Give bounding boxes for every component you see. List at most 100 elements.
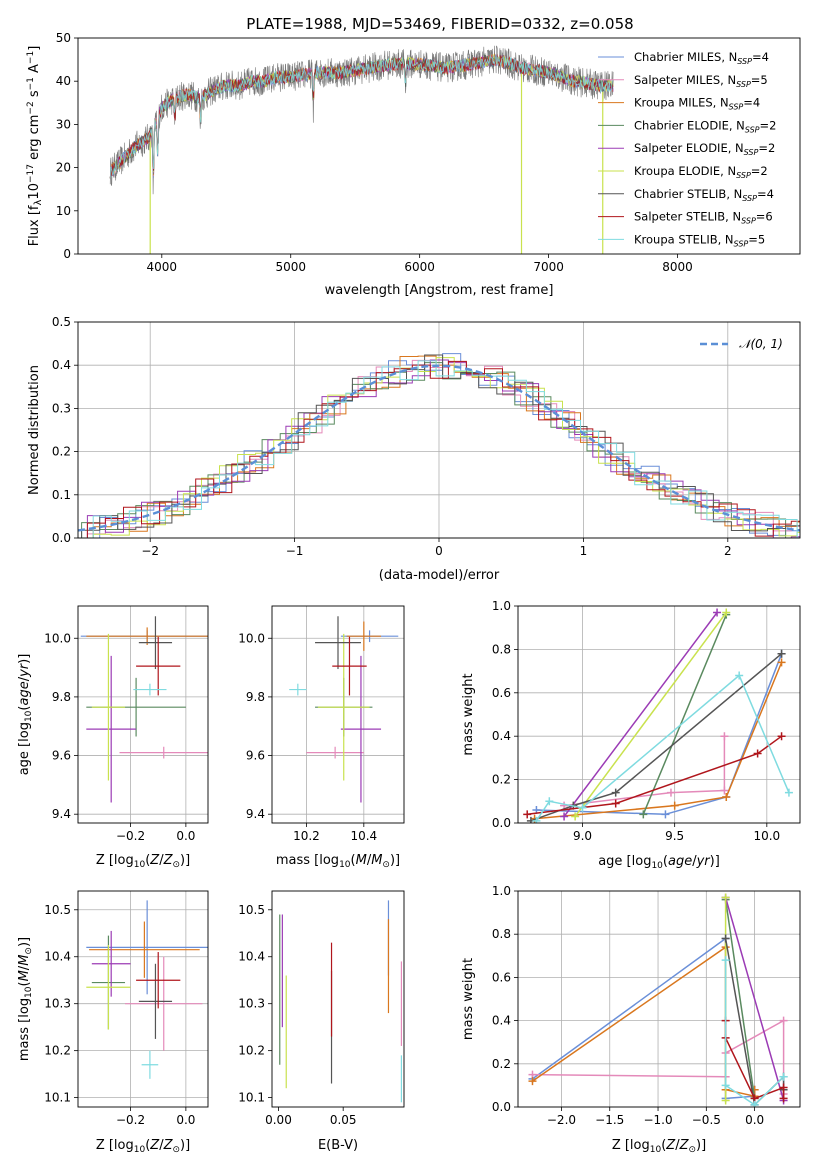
legend-label: Kroupa MILES, NSSP=4: [634, 96, 760, 112]
y-axis-label: Flux [fλ10−17 erg cm−2 s−1 A−1]: [26, 46, 44, 247]
weight-line-chabrier-stelib: [530, 653, 783, 822]
x-tick-label: 9.5: [665, 829, 684, 843]
weight-marker: [722, 608, 731, 617]
weight-marker: [753, 749, 762, 758]
weight-marker: [560, 812, 569, 821]
x-tick-label: 0.0: [176, 1113, 195, 1127]
weight-marker: [532, 816, 541, 823]
y-tick-label: 0.4: [492, 729, 511, 743]
x-axis-label: Z [log10(Z/Z⊙)]: [96, 853, 190, 870]
weight-line-salpeter-miles: [564, 736, 726, 807]
weight-line-salpeter-elodie: [563, 612, 718, 817]
spectrum-panel: 4000 5000 6000 7000 8000 0 10 20 30 40 50 wavelengt…: [26, 31, 801, 298]
residuals-panel: −2 −1 0 1 2 0.0 0.1 0.2 0.3 0.4 0.5 (data-model)/er…: [27, 315, 801, 583]
y-tick-label: 1.0: [492, 599, 511, 613]
x-tick-label: −1.0: [643, 1113, 672, 1127]
axes-frame: [271, 890, 405, 1108]
plot-area: [80, 616, 208, 803]
weight-marker: [721, 893, 730, 902]
y-tick-label: 10.2: [44, 1044, 71, 1058]
y-tick-label: 10.1: [238, 1091, 265, 1105]
model-line-chabrier-stelib: [109, 54, 614, 179]
y-tick-label: 9.8: [246, 690, 265, 704]
weights-vs-age-panel: 9.0 9.5 10.0 0.0 0.2 0.4 0.6 0.8 1.0 age [log10(a…: [461, 599, 801, 871]
y-tick-label: 1.0: [492, 884, 511, 898]
weight-marker: [779, 1016, 788, 1025]
x-tick-label: 0.00: [265, 1113, 292, 1127]
figure-title: PLATE=1988, MJD=53469, FIBERID=0332, z=0…: [246, 15, 633, 33]
x-tick-label: −2: [141, 544, 159, 558]
weights-vs-Z-panel: −2.0 −1.5 −1.0 −0.5 0.0 0.0 0.2 0.4 0.6 0.8 1.0 Z […: [461, 884, 801, 1155]
weight-line-kroupa-miles: [534, 662, 783, 820]
weight-marker: [670, 801, 679, 810]
y-tick-label: 10.2: [238, 1044, 265, 1058]
x-tick-label: −1: [286, 544, 304, 558]
legend-label: Salpeter MILES, NSSP=5: [634, 73, 768, 89]
weight-marker: [779, 1083, 788, 1092]
y-tick-label: 10.1: [44, 1091, 71, 1105]
weight-line-chabrier-elodie: [642, 614, 727, 815]
y-tick-label: 0.2: [492, 1057, 511, 1071]
plot-area: [279, 900, 403, 1103]
weight-marker: [722, 792, 731, 801]
legend-label: Kroupa STELIB, NSSP=5: [634, 232, 765, 248]
legend-label: Chabrier MILES, NSSP=4: [634, 50, 769, 66]
y-axis-label: age [log10(age/yr)]: [17, 654, 34, 776]
y-axis-label: mass [log10(M/M⊙)]: [17, 937, 34, 1061]
y-tick-label: 10.4: [238, 950, 265, 964]
weight-marker: [545, 797, 554, 806]
weight-marker: [720, 732, 729, 741]
y-tick-label: 9.8: [52, 690, 71, 704]
y-tick-label: 0.0: [52, 531, 71, 545]
x-axis-label: E(B-V): [318, 1138, 358, 1153]
axes-frame: [517, 605, 801, 824]
x-tick-label: 0.05: [330, 1113, 357, 1127]
y-tick-label: 10.4: [44, 950, 71, 964]
y-tick-label: 0.3: [52, 401, 71, 415]
weight-marker: [720, 786, 729, 795]
y-tick-label: 0.4: [492, 1014, 511, 1028]
x-tick-label: 0.0: [176, 829, 195, 843]
histogram-chabrier-stelib: [78, 354, 800, 538]
y-tick-label: 50: [56, 31, 71, 45]
x-tick-label: −0.2: [116, 829, 145, 843]
weight-marker: [777, 732, 786, 741]
x-tick-label: 1: [580, 544, 588, 558]
plot-area: [528, 893, 788, 1107]
histogram-kroupa-stelib: [78, 360, 800, 538]
legend-label: Salpeter STELIB, NSSP=6: [634, 210, 773, 226]
x-tick-label: −0.2: [116, 1113, 145, 1127]
y-axis-label: Normed distribution: [27, 365, 42, 495]
y-tick-label: 0.8: [492, 927, 511, 941]
weight-line-chabrier-elodie: [724, 899, 756, 1099]
y-axis-label: mass weight: [461, 673, 476, 755]
x-tick-label: −1.5: [595, 1113, 624, 1127]
legend-label: Chabrier ELODIE, NSSP=2: [634, 118, 776, 134]
x-tick-label: −2.0: [547, 1113, 576, 1127]
legend-label: Kroupa ELODIE, NSSP=2: [634, 164, 768, 180]
gaussian-reference-curve: [78, 364, 800, 532]
legend-label: Chabrier STELIB, NSSP=4: [634, 187, 774, 203]
y-tick-label: 10.5: [44, 903, 71, 917]
y-tick-label: 10.5: [238, 903, 265, 917]
y-tick-label: 10.3: [238, 997, 265, 1011]
x-tick-label: 6000: [404, 260, 435, 274]
x-axis-label: (data-model)/error: [379, 568, 500, 583]
x-tick-label: 5000: [275, 260, 306, 274]
weight-marker: [735, 671, 744, 680]
weight-marker: [777, 649, 786, 658]
weight-line-kroupa-elodie: [574, 612, 727, 817]
y-tick-label: 10.3: [44, 997, 71, 1011]
histogram-kroupa-elodie: [78, 357, 800, 538]
plot-area: [289, 616, 399, 803]
weight-marker: [661, 810, 670, 819]
weight-marker: [777, 658, 786, 667]
y-tick-label: 9.6: [246, 749, 265, 763]
weight-marker: [779, 1094, 788, 1103]
y-tick-label: 0.5: [52, 315, 71, 329]
weight-line-salpeter-elodie: [724, 897, 785, 1101]
weight-marker: [750, 1100, 759, 1107]
y-tick-label: 0.4: [52, 358, 71, 372]
x-axis-label: Z [log10(Z/Z⊙)]: [612, 1138, 706, 1155]
